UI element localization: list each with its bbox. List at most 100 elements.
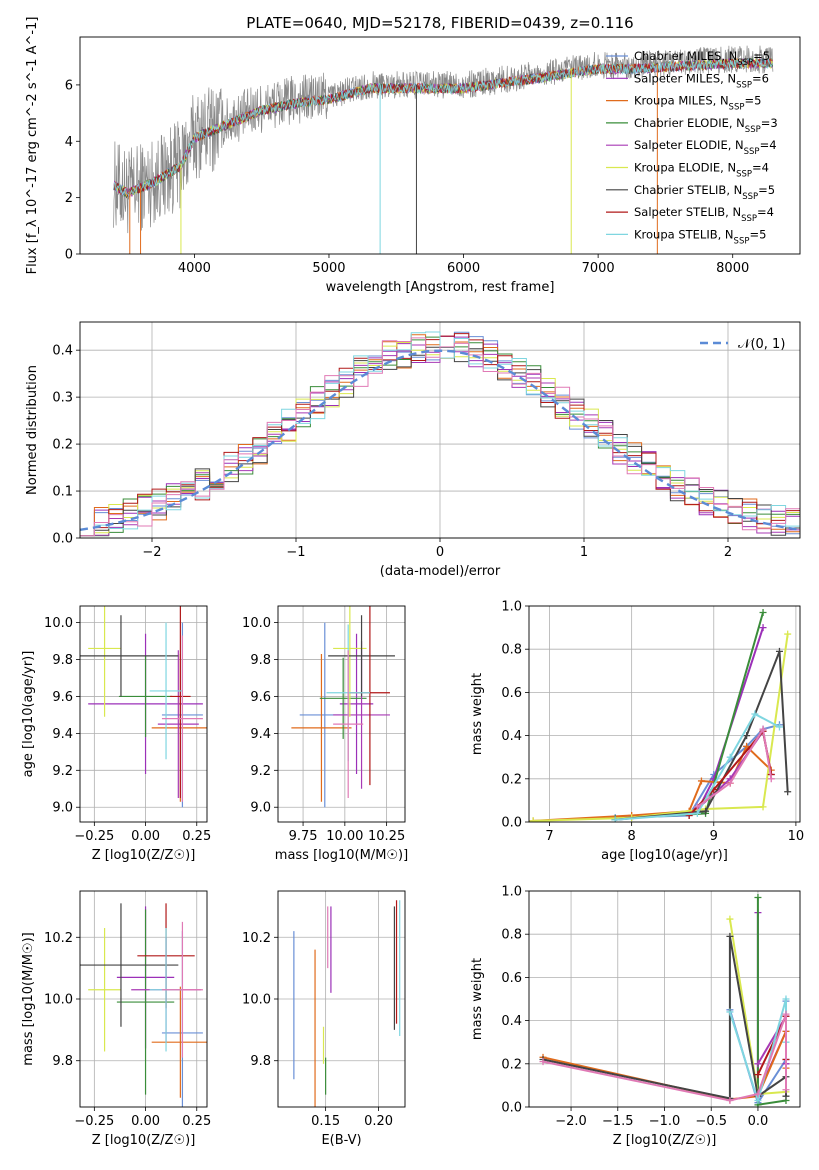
x-axis-label: wavelength [Angstrom, rest frame] bbox=[326, 280, 555, 295]
series-marker bbox=[726, 1008, 734, 1016]
chart-weight_vs_Z: −2.0 −1.5 −1.0 −0.5 0.0 0.0 0.2 0.4 0.6 0.8 1.0 Z [… bbox=[470, 885, 801, 1148]
legend-value: =4 bbox=[760, 138, 777, 152]
x-tick-label: 9.75 bbox=[289, 829, 318, 844]
y-tick-label: 0.4 bbox=[501, 729, 522, 744]
legend-subscript: SSP bbox=[744, 147, 760, 157]
axes-frame bbox=[79, 36, 801, 255]
y-axis-label: Normed distribution bbox=[25, 365, 40, 495]
errorbar-point bbox=[161, 635, 203, 802]
residual-histogram bbox=[80, 337, 800, 537]
series-marker bbox=[697, 777, 705, 785]
x-tick-label: −0.25 bbox=[74, 829, 114, 844]
series-marker bbox=[726, 779, 734, 787]
series-marker bbox=[693, 809, 701, 817]
errorbar-point bbox=[116, 909, 175, 1095]
x-axis-label: Z [log10(Z/Z☉)] bbox=[92, 848, 196, 863]
legend-value: =5 bbox=[758, 183, 775, 197]
plot-area bbox=[539, 893, 790, 1107]
x-tick-label: 7 bbox=[545, 829, 553, 844]
legend-entry: Kroupa STELIB, NSSP=5 bbox=[634, 227, 766, 246]
errorbar-point bbox=[339, 633, 374, 774]
x-axis-label: age [log10(age/yr)] bbox=[601, 848, 728, 863]
y-tick-label: 0.0 bbox=[501, 1101, 522, 1116]
series-line bbox=[696, 726, 773, 808]
legend-subscript: SSP bbox=[736, 80, 752, 90]
y-tick-label: 0.3 bbox=[52, 391, 73, 406]
y-tick-label: 1.0 bbox=[501, 885, 522, 900]
y-tick-label: 10.0 bbox=[242, 993, 271, 1008]
series-marker bbox=[539, 1058, 547, 1066]
x-tick-label: −1 bbox=[286, 545, 305, 560]
y-tick-label: 9.0 bbox=[52, 801, 73, 816]
series-marker bbox=[611, 816, 619, 822]
chart-age_vs_mass: 9.75 10.00 10.25 9.0 9.2 9.4 9.6 9.8 10.0 mass [l… bbox=[242, 605, 408, 863]
series-marker bbox=[726, 915, 734, 923]
x-tick-label: 0.20 bbox=[364, 1114, 393, 1129]
series-marker bbox=[754, 1097, 762, 1105]
errorbar-point bbox=[80, 903, 179, 1027]
y-tick-label: 9.8 bbox=[250, 653, 271, 668]
plot-area bbox=[529, 608, 792, 822]
charts-layer: 4000 5000 6000 7000 8000 0 2 4 6 Chabrier MILES, … bbox=[21, 17, 804, 1148]
y-axis-label: mass weight bbox=[470, 673, 485, 755]
legend-entry: Chabrier ELODIE, NSSP=3 bbox=[634, 116, 778, 135]
legend-value: =6 bbox=[752, 71, 769, 85]
y-tick-label: 0.1 bbox=[52, 485, 73, 500]
errorbar-point bbox=[157, 650, 199, 798]
x-tick-label: 8000 bbox=[716, 261, 749, 276]
y-tick-label: 9.4 bbox=[52, 727, 73, 742]
series-marker bbox=[782, 1010, 790, 1018]
series-marker bbox=[693, 803, 701, 811]
plot-area bbox=[80, 606, 207, 808]
x-tick-label: 5000 bbox=[312, 261, 345, 276]
legend-value: =5 bbox=[753, 49, 770, 63]
series-line bbox=[615, 627, 764, 821]
y-tick-label: 0.0 bbox=[501, 816, 522, 831]
residuals-legend: 𝒩(0, 1) bbox=[700, 337, 785, 352]
chart-mass_vs_ebv: 0.15 0.20 9.8 10.0 10.2 E(B-V) bbox=[242, 890, 406, 1148]
axes-frame bbox=[79, 321, 801, 539]
y-tick-label: 9.2 bbox=[250, 764, 271, 779]
axes-frame bbox=[277, 890, 406, 1108]
legend-subscript: SSP bbox=[737, 58, 753, 68]
series-marker bbox=[784, 788, 792, 796]
errorbar-point bbox=[161, 921, 203, 1058]
chart-weight_vs_age: 7 8 9 10 0.0 0.2 0.4 0.6 0.8 1.0 age [log10(age/yr… bbox=[470, 600, 804, 864]
chart-age_vs_Z: −0.25 0.00 0.25 9.0 9.2 9.4 9.6 9.8 10.0 Z [log10… bbox=[21, 605, 211, 863]
legend-entry: Salpeter MILES, NSSP=6 bbox=[634, 71, 769, 90]
errorbar-point bbox=[88, 606, 121, 717]
x-tick-label: 9 bbox=[710, 829, 718, 844]
y-tick-label: 0.8 bbox=[501, 643, 522, 658]
figure-title: PLATE=0640, MJD=52178, FIBERID=0439, z=0… bbox=[246, 14, 633, 32]
legend-entry: Salpeter ELODIE, NSSP=4 bbox=[634, 138, 777, 157]
y-tick-label: 9.2 bbox=[52, 764, 73, 779]
series-marker bbox=[759, 608, 767, 616]
errorbar-point bbox=[149, 622, 183, 760]
plot-area bbox=[291, 606, 395, 808]
series-marker bbox=[759, 624, 767, 632]
chart-residuals: −2 −1 0 1 2 0.0 0.1 0.2 0.3 0.4 𝒩(0, 1) (data-model… bbox=[25, 321, 801, 579]
axes-frame bbox=[277, 605, 406, 823]
y-tick-label: 0.4 bbox=[501, 1014, 522, 1029]
errorbar-point bbox=[151, 986, 207, 1098]
series-marker bbox=[782, 995, 790, 1003]
y-tick-label: 10.0 bbox=[44, 616, 73, 631]
errorbar-point bbox=[291, 654, 352, 802]
series-marker bbox=[759, 803, 767, 811]
x-axis-label: Z [log10(Z/Z☉)] bbox=[92, 1133, 196, 1148]
errorbar-point bbox=[118, 655, 173, 738]
series-marker bbox=[754, 1071, 762, 1079]
series-marker bbox=[754, 1060, 762, 1068]
x-tick-label: −1.0 bbox=[649, 1114, 681, 1129]
x-tick-label: 0.0 bbox=[748, 1114, 769, 1129]
x-tick-label: 10 bbox=[788, 829, 805, 844]
x-tick-label: −2.0 bbox=[555, 1114, 587, 1129]
x-tick-label: 0.25 bbox=[182, 829, 211, 844]
y-axis-label: mass weight bbox=[470, 958, 485, 1040]
x-axis-label: (data-model)/error bbox=[380, 564, 501, 579]
errorbar-point bbox=[170, 606, 191, 798]
series-marker bbox=[726, 753, 734, 761]
y-axis-label: Flux [f_λ 10^-17 erg cm^-2 s^-1 A^-1] bbox=[25, 17, 40, 275]
